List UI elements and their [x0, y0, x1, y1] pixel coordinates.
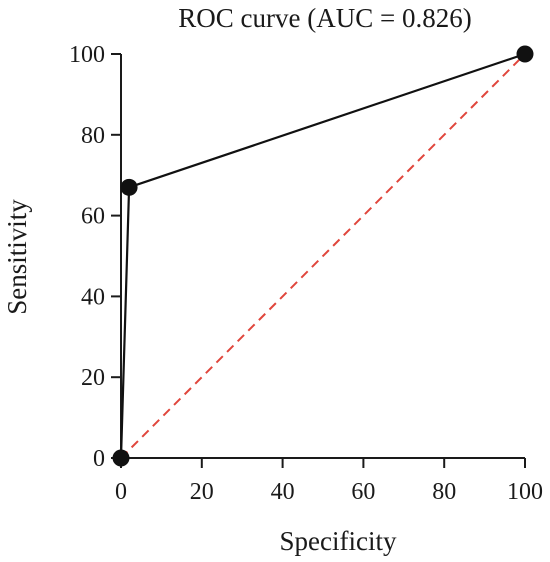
x-tick-label: 60	[351, 479, 375, 505]
y-tick-label: 100	[69, 42, 105, 68]
x-tick-label: 20	[190, 479, 214, 505]
axes: 0 20 40 60 80 100 0 20 40 60 80 100	[69, 42, 543, 505]
y-tick-label: 0	[93, 446, 105, 472]
roc-point	[120, 178, 138, 196]
y-tick-label: 40	[81, 284, 105, 310]
reference-line	[120, 53, 526, 459]
roc-point	[516, 45, 534, 63]
y-tick-label: 80	[81, 123, 105, 149]
x-axis-label: Specificity	[280, 526, 397, 556]
series-layer	[112, 45, 534, 467]
y-axis-label: Sensitivity	[2, 199, 32, 315]
y-tick-label: 20	[81, 365, 105, 391]
x-tick-label: 0	[115, 479, 127, 505]
chart-title: ROC curve (AUC = 0.826)	[178, 3, 471, 33]
x-tick-label: 100	[507, 479, 543, 505]
y-tick-label: 60	[81, 204, 105, 230]
roc-point	[112, 449, 130, 467]
x-tick-label: 40	[271, 479, 295, 505]
x-tick-label: 80	[432, 479, 456, 505]
